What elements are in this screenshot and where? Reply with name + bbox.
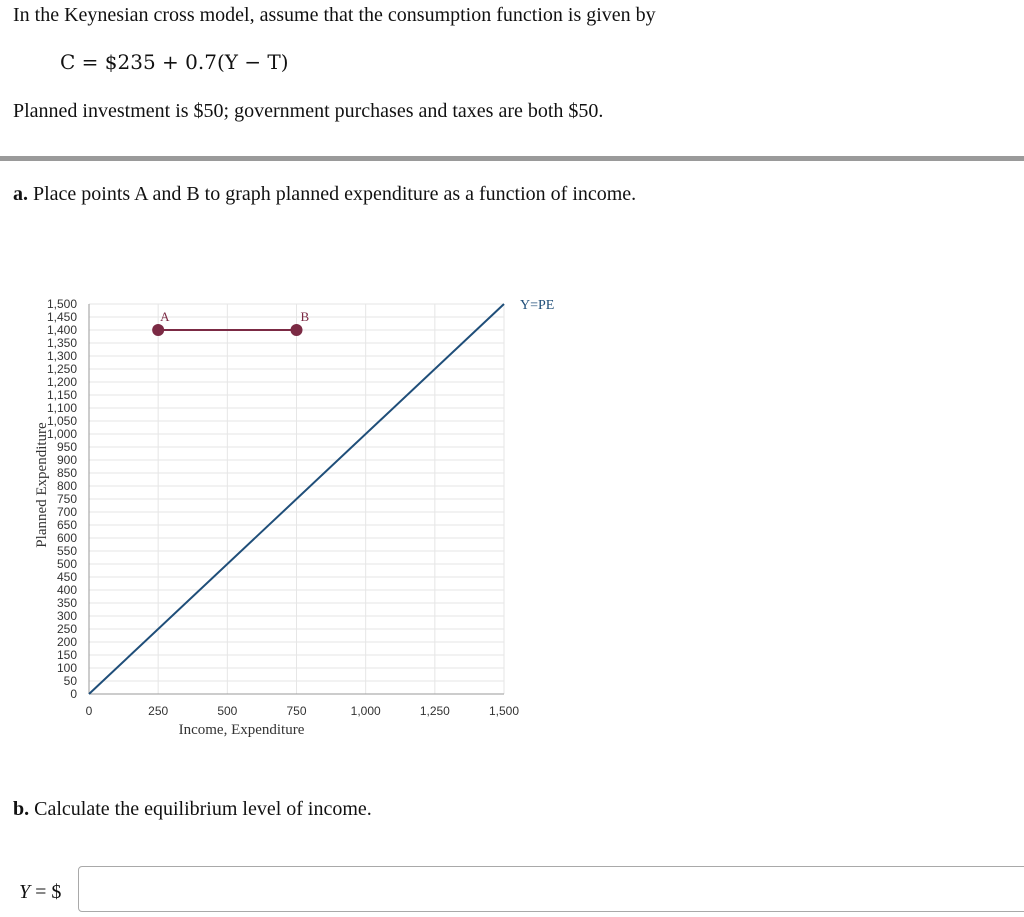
consumption-equation: C = $235 + 0.7(Y − T) <box>60 50 289 74</box>
y-tick-label: 750 <box>57 492 77 506</box>
point-a[interactable] <box>152 324 165 336</box>
part-b-prompt: b. Calculate the equilibrium level of in… <box>13 798 372 821</box>
x-tick-label: 250 <box>148 704 168 718</box>
y-tick-label: 100 <box>57 661 77 675</box>
part-a-prompt: a. Place points A and B to graph planned… <box>13 183 636 206</box>
y-tick-label: 1,450 <box>47 310 77 324</box>
y-tick-label: 1,050 <box>47 414 77 428</box>
y-tick-label: 550 <box>57 544 77 558</box>
problem-intro: In the Keynesian cross model, assume tha… <box>13 4 656 26</box>
axes <box>88 304 504 695</box>
point-b-label: B <box>301 309 310 324</box>
y-tick-label: 1,350 <box>47 336 77 350</box>
y-tick-label: 450 <box>57 570 77 584</box>
section-divider <box>0 156 1024 161</box>
y-tick-label: 950 <box>57 440 77 454</box>
x-tick-label: 500 <box>217 704 237 718</box>
point-b[interactable] <box>290 324 303 336</box>
x-tick-label: 1,250 <box>420 704 450 718</box>
y-tick-label: 350 <box>57 596 77 610</box>
part-a-text: Place points A and B to graph planned ex… <box>33 183 637 205</box>
y-tick-label: 900 <box>57 453 77 467</box>
y-tick-label: 700 <box>57 505 77 519</box>
point-a-label: A <box>160 309 170 324</box>
equilibrium-income-input[interactable] <box>78 866 1024 912</box>
y-tick-label: 600 <box>57 531 77 545</box>
x-tick-labels: 0 250 500 750 1,000 1,250 1,500 <box>86 704 520 718</box>
y-tick-label: 1,100 <box>47 401 77 415</box>
answer-label-variable: Y <box>19 881 31 903</box>
keynesian-cross-graph[interactable]: 0501001502002503003504004505005506006507… <box>0 280 600 750</box>
y-tick-label: 1,150 <box>47 388 77 402</box>
y-tick-label: 50 <box>64 674 78 688</box>
y-equals-pe-line <box>88 303 505 695</box>
x-axis-title: Income, Expenditure <box>179 722 305 738</box>
y-tick-label: 1,000 <box>47 427 77 441</box>
y-tick-label: 1,300 <box>47 349 77 363</box>
y-tick-label: 400 <box>57 583 77 597</box>
y-tick-label: 250 <box>57 622 77 636</box>
y-tick-label: 850 <box>57 466 77 480</box>
x-tick-label: 1,500 <box>489 704 519 718</box>
y-tick-label: 500 <box>57 557 77 571</box>
answer-label: Y = $ <box>19 881 61 904</box>
y-tick-label: 650 <box>57 518 77 532</box>
y-tick-label: 0 <box>70 687 77 701</box>
y-tick-label: 150 <box>57 648 77 662</box>
answer-label-suffix: = $ <box>30 881 62 903</box>
y-tick-label: 200 <box>57 635 77 649</box>
y-axis-title: Planned Expenditure <box>34 422 50 548</box>
y-tick-labels: 0501001502002503003504004505005506006507… <box>47 297 77 701</box>
problem-details: Planned investment is $50; government pu… <box>13 100 604 122</box>
y-tick-label: 300 <box>57 609 77 623</box>
y-tick-label: 1,400 <box>47 323 77 337</box>
x-tick-label: 750 <box>286 704 306 718</box>
x-tick-label: 0 <box>86 704 93 718</box>
part-a-letter: a. <box>13 183 28 205</box>
part-b-text: Calculate the equilibrium level of incom… <box>34 798 372 820</box>
y-tick-label: 1,250 <box>47 362 77 376</box>
part-b-letter: b. <box>13 798 30 820</box>
y-tick-label: 1,200 <box>47 375 77 389</box>
x-tick-label: 1,000 <box>351 704 381 718</box>
y-tick-label: 1,500 <box>47 297 77 311</box>
y-tick-label: 800 <box>57 479 77 493</box>
y-equals-pe-label: Y=PE <box>520 298 554 313</box>
